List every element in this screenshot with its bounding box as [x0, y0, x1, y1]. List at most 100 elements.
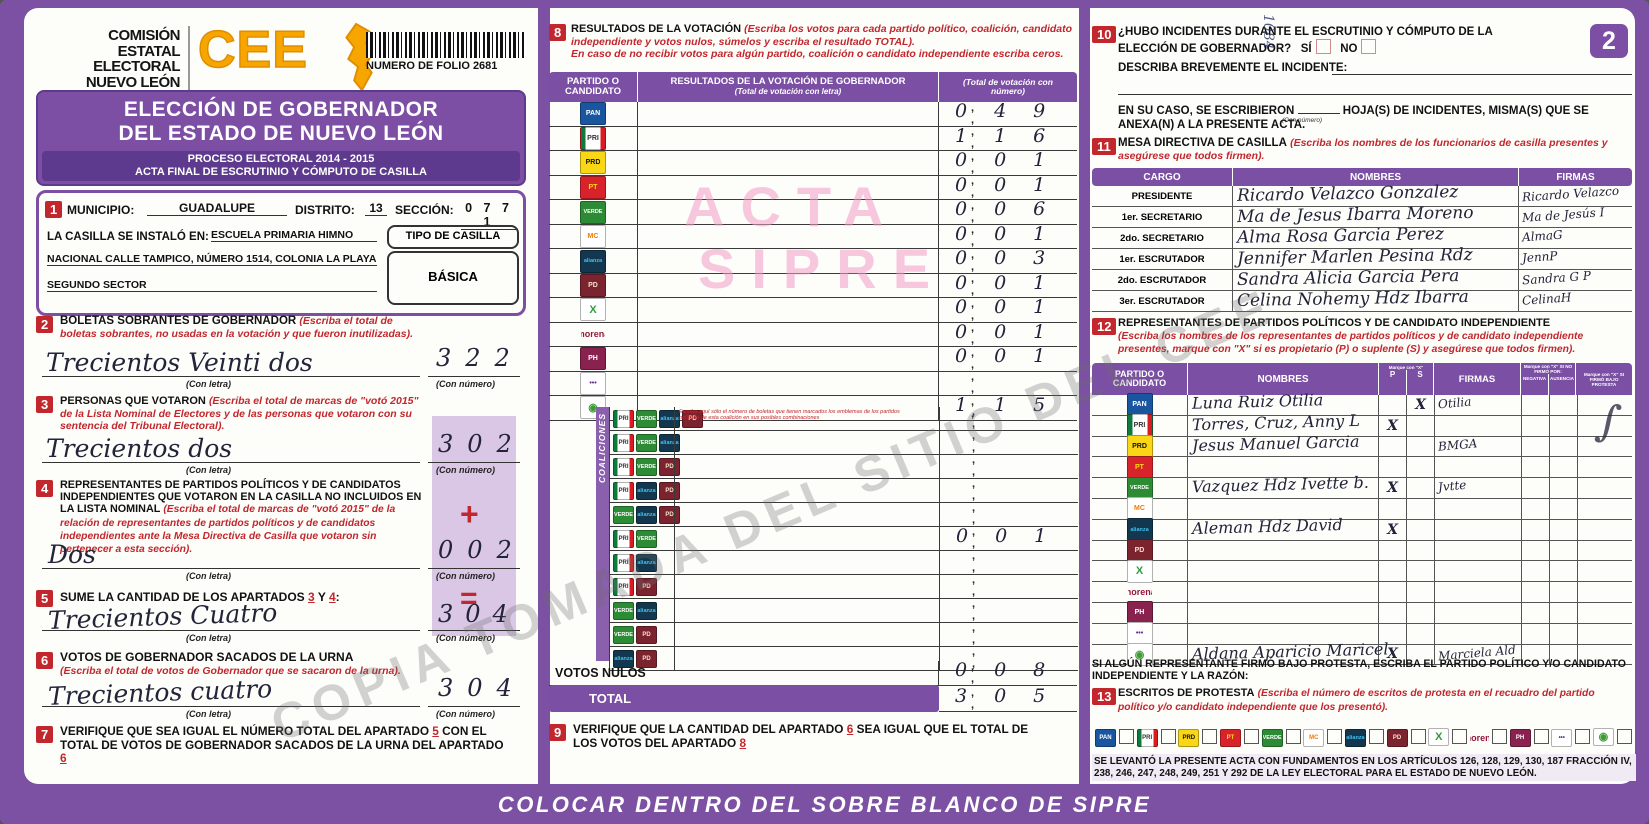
coalition-words-cell[interactable] — [674, 575, 939, 598]
votes-words-cell[interactable] — [638, 151, 938, 175]
protesta-count-box[interactable] — [1368, 729, 1384, 744]
rep-firma-cell[interactable] — [1435, 623, 1522, 644]
tipo-casilla-value[interactable]: BÁSICA — [387, 251, 519, 305]
coalition-number-cell[interactable]: , , — [939, 598, 1078, 622]
rep-nombre-cell[interactable]: Aleman Hdz David — [1188, 515, 1379, 540]
rep-s-cell[interactable] — [1407, 540, 1435, 561]
protesta-count-box[interactable] — [1119, 729, 1134, 744]
votes-number-cell[interactable]: , , 003 — [938, 247, 1077, 273]
no-checkbox[interactable] — [1361, 39, 1377, 54]
rep-ausencia-cell[interactable] — [1550, 519, 1578, 540]
protesta-count-box[interactable] — [1327, 729, 1343, 744]
rep-firma-cell[interactable] — [1435, 415, 1522, 436]
section6-letra-line[interactable] — [42, 706, 420, 707]
rep-protesta-cell[interactable] — [1578, 624, 1632, 644]
protesta-count-box[interactable] — [1410, 729, 1426, 744]
protesta-count-box[interactable] — [1285, 729, 1301, 744]
rep-ausencia-cell[interactable] — [1550, 623, 1578, 644]
rep-p-cell[interactable] — [1379, 540, 1407, 561]
distrito-value[interactable]: 13 — [365, 201, 387, 216]
rep-negativa-cell[interactable] — [1522, 623, 1550, 644]
coalition-words-cell[interactable] — [674, 503, 939, 526]
votes-number-cell[interactable]: , , 115 — [938, 394, 1077, 420]
votes-words-cell[interactable] — [638, 298, 938, 322]
rep-ausencia-cell[interactable] — [1550, 457, 1578, 478]
rep-ausencia-cell[interactable] — [1550, 395, 1578, 415]
lugar-line3[interactable]: SEGUNDO SECTOR — [47, 279, 377, 292]
coalition-number-cell[interactable]: , , — [939, 550, 1078, 574]
votos-nulos-number-cell[interactable]: , , 008 — [938, 659, 1077, 685]
rep-nombre-cell[interactable] — [1188, 561, 1379, 582]
section5-numero-handwritten[interactable]: 304 — [438, 600, 520, 628]
protesta-count-box[interactable] — [1202, 729, 1218, 744]
rep-firma-cell[interactable] — [1435, 457, 1522, 478]
rep-s-cell[interactable] — [1407, 582, 1435, 602]
rep-firma-cell[interactable]: BMGA — [1435, 436, 1522, 457]
coalition-number-cell[interactable]: , , — [939, 574, 1078, 598]
rep-protesta-cell[interactable] — [1578, 457, 1632, 477]
rep-p-cell[interactable] — [1379, 498, 1407, 519]
coalition-words-cell[interactable] — [674, 455, 939, 478]
funcionario-nombre-cell[interactable]: Ricardo Velazco Gonzalez — [1233, 182, 1519, 206]
coalition-number-cell[interactable]: , , — [939, 406, 1078, 430]
coalition-number-cell[interactable]: , , 001 — [939, 525, 1078, 550]
rep-negativa-cell[interactable] — [1522, 582, 1550, 602]
votes-number-cell[interactable]: , , 001 — [938, 321, 1077, 346]
incident-line1[interactable] — [1332, 74, 1632, 75]
funcionario-firma-cell[interactable]: AlmaG — [1519, 228, 1632, 248]
coalition-number-cell[interactable]: , , — [939, 502, 1078, 526]
funcionario-firma-cell[interactable]: Sandra G P — [1519, 269, 1632, 290]
rep-nombre-cell[interactable] — [1188, 623, 1379, 644]
votes-words-cell[interactable] — [638, 347, 938, 371]
rep-negativa-cell[interactable] — [1522, 540, 1550, 561]
rep-ausencia-cell[interactable] — [1550, 478, 1578, 498]
rep-ausencia-cell[interactable] — [1550, 498, 1578, 519]
section5-letra-line[interactable] — [42, 630, 420, 631]
funcionario-nombre-cell[interactable]: Celina Nohemy Hdz Ibarra — [1233, 287, 1519, 311]
rep-p-cell[interactable] — [1379, 582, 1407, 602]
rep-negativa-cell[interactable] — [1522, 457, 1550, 478]
rep-p-cell[interactable] — [1379, 436, 1407, 457]
coalition-words-cell[interactable] — [674, 647, 939, 670]
coalition-number-cell[interactable]: , , — [939, 478, 1078, 502]
rep-ausencia-cell[interactable] — [1550, 644, 1578, 665]
rep-negativa-cell[interactable] — [1522, 519, 1550, 540]
protesta-count-box[interactable] — [1160, 729, 1176, 744]
rep-nombre-cell[interactable]: Vazquez Hdz Ivette b. — [1188, 473, 1379, 498]
lugar-line1[interactable]: ESCUELA PRIMARIA HIMNO — [211, 229, 377, 242]
rep-s-cell[interactable] — [1407, 623, 1435, 644]
votes-number-cell[interactable]: , , 001 — [938, 296, 1077, 322]
section4-letra-handwritten[interactable]: Dos — [48, 540, 96, 569]
rep-firma-cell[interactable] — [1435, 540, 1522, 561]
funcionario-nombre-cell[interactable]: Sandra Alicia Garcia Pera — [1233, 266, 1519, 290]
rep-p-cell[interactable] — [1379, 457, 1407, 478]
rep-negativa-cell[interactable] — [1522, 498, 1550, 519]
votes-words-cell[interactable] — [638, 225, 938, 249]
hojas-count-line[interactable] — [1297, 113, 1340, 114]
protesta-count-box[interactable] — [1616, 729, 1632, 744]
coalition-number-cell[interactable]: , , — [939, 622, 1078, 646]
protesta-count-box[interactable] — [1243, 729, 1259, 744]
rep-s-cell[interactable] — [1407, 519, 1435, 540]
funcionario-firma-cell[interactable]: JennP — [1519, 249, 1632, 269]
funcionario-firma-cell[interactable]: Ricardo Velazco — [1519, 184, 1632, 206]
rep-ausencia-cell[interactable] — [1550, 415, 1578, 436]
seccion-value[interactable]: 0 7 7 1 — [461, 201, 517, 230]
rep-ausencia-cell[interactable] — [1550, 540, 1578, 561]
protesta-count-box[interactable] — [1575, 729, 1591, 744]
section2-letra-line[interactable] — [42, 376, 420, 377]
funcionario-nombre-cell[interactable]: Jennifer Marlen Pesina Rdz — [1233, 245, 1519, 269]
coalition-words-cell[interactable] — [674, 623, 939, 646]
lugar-line2[interactable]: NACIONAL CALLE TAMPICO, NÚMERO 1514, COL… — [47, 253, 377, 266]
votes-number-cell[interactable]: , , 001 — [938, 223, 1077, 248]
incident-line2[interactable] — [1118, 94, 1632, 95]
protesta-count-box[interactable] — [1491, 729, 1507, 744]
municipio-value[interactable]: GUADALUPE — [147, 201, 287, 216]
protesta-count-box[interactable] — [1452, 729, 1468, 744]
rep-s-cell[interactable]: X — [1407, 395, 1435, 415]
votes-words-cell[interactable] — [638, 249, 938, 273]
coalition-words-cell[interactable]: Escriba aquí sólo el número de boletas q… — [674, 407, 939, 430]
rep-nombre-cell[interactable]: Aldana Aparicio Maricel — [1188, 639, 1389, 665]
rep-p-cell[interactable] — [1379, 561, 1407, 582]
votes-words-cell[interactable] — [638, 200, 938, 224]
